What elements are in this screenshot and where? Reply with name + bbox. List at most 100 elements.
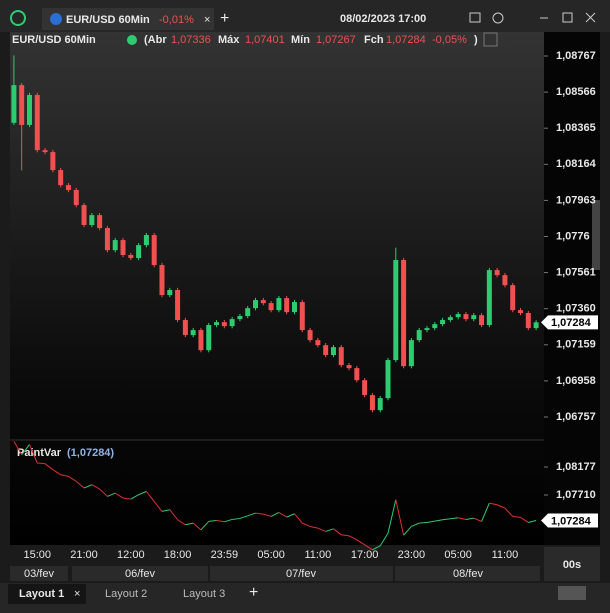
clock-icon[interactable] (10, 10, 26, 26)
candle-body (50, 152, 56, 171)
x-tick-label: 12:00 (117, 549, 145, 561)
candle-body (237, 316, 243, 320)
y-tick-label: 1,07159 (556, 339, 596, 351)
y-tick-label: 1,07710 (556, 489, 596, 501)
price-axis-bg (544, 32, 600, 545)
tab-symbol: EUR/USD 60Min (66, 14, 150, 26)
candle-body (34, 94, 40, 151)
y-tick-label: 1,08365 (556, 122, 596, 134)
add-layout[interactable]: + (249, 584, 258, 601)
candle-body (81, 205, 87, 226)
window-icons[interactable] (469, 12, 596, 24)
candle-body (221, 322, 227, 327)
candle-body (299, 302, 305, 331)
layout-tab[interactable]: Layout 3 (183, 588, 225, 600)
candle-body (104, 228, 110, 251)
indicator-line (419, 521, 428, 524)
candle-body (175, 290, 181, 321)
tab-close[interactable]: × (204, 14, 210, 26)
indicator-line (263, 513, 272, 517)
high-label: Máx (218, 34, 240, 46)
indicator-line (21, 444, 30, 455)
indicator-line (68, 475, 77, 482)
candle-body (284, 298, 290, 313)
candle-body (385, 360, 391, 399)
indicator-line (122, 497, 131, 500)
candle-body (214, 322, 220, 326)
indicator-line (372, 545, 381, 551)
indicator-line (153, 501, 163, 512)
indicator-line (13, 441, 23, 455)
indicator-line (473, 517, 482, 522)
candle-body (291, 302, 297, 313)
indicator-line (411, 522, 420, 527)
symbol-tab[interactable] (42, 8, 214, 30)
indicator-line (169, 509, 178, 521)
indicator-line (333, 528, 342, 536)
candle-body (73, 189, 79, 206)
last-price-label: 1,07284 (551, 317, 592, 329)
candle-body (136, 245, 142, 259)
indicator-line (60, 474, 69, 477)
candle-body (354, 368, 360, 381)
legend-add[interactable] (483, 32, 498, 47)
candle-body (362, 380, 368, 396)
zoom-control[interactable] (558, 586, 586, 600)
candle-body (128, 254, 134, 259)
indicator-line (200, 521, 210, 531)
y-tick-label: 1,07360 (556, 303, 596, 315)
layout-tab[interactable]: Layout 1 (19, 588, 64, 600)
indicator-line (520, 516, 529, 523)
candle-body (206, 325, 212, 351)
open-value: 1,07336 (171, 34, 211, 46)
date-box (395, 566, 540, 581)
candle-body (65, 185, 71, 190)
indicator-line (489, 502, 498, 506)
tab-close[interactable]: × (74, 588, 80, 600)
candle-body (198, 330, 204, 351)
indicator-line (44, 463, 54, 471)
indicator-line (317, 527, 326, 532)
date-box (210, 566, 393, 581)
x-tick-label: 18:00 (164, 549, 192, 561)
indicator-line (83, 484, 93, 489)
candle-body (26, 94, 32, 125)
chart-bg (10, 32, 544, 545)
date-label: 03/fev (24, 568, 54, 580)
tab-change: -0,01% (159, 14, 194, 26)
indicator-line (138, 490, 147, 496)
candle-body (159, 265, 165, 296)
date-box (72, 566, 208, 581)
indicator-line (465, 517, 474, 520)
change-value: -0,05% (432, 34, 467, 46)
x-tick-label: 05:00 (257, 549, 285, 561)
indicator-line (232, 517, 240, 520)
candle-body (182, 320, 188, 336)
candle-body (315, 340, 321, 346)
candle-body (486, 270, 492, 326)
y-tick-label: 1,06958 (556, 375, 596, 387)
candle-body (440, 320, 446, 325)
candle-body (89, 215, 95, 226)
indicator-line (512, 515, 521, 518)
date-label: 07/fev (286, 568, 316, 580)
scrollbar[interactable] (592, 200, 600, 270)
datetime: 08/02/2023 17:00 (340, 13, 426, 25)
x-tick-label: 15:00 (24, 549, 52, 561)
add-tab[interactable]: + (220, 10, 229, 27)
layout-tab-active[interactable] (8, 584, 86, 604)
indicator-line (309, 525, 318, 529)
candle-body (253, 300, 259, 309)
flag-icon (50, 13, 62, 25)
status-dot (127, 35, 137, 45)
y-tick-label: 1,06757 (556, 411, 596, 423)
candle-body (494, 270, 500, 276)
layout-tab[interactable]: Layout 2 (105, 588, 147, 600)
candle-body (112, 240, 118, 251)
candle-body (58, 170, 64, 186)
candle-body (346, 365, 352, 369)
date-box (10, 566, 68, 581)
candle-body (167, 290, 173, 296)
candle-body (510, 285, 516, 311)
